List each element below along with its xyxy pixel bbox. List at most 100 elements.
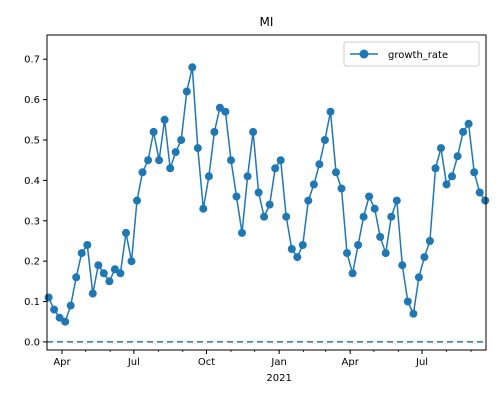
data-point-growth_rate-14 bbox=[122, 228, 130, 237]
data-point-growth_rate-21 bbox=[160, 115, 169, 124]
data-point-growth_rate-52 bbox=[332, 168, 340, 177]
data-point-growth_rate-36 bbox=[243, 172, 252, 181]
x-tick-label-0: Apr bbox=[53, 357, 71, 368]
series-layer bbox=[44, 63, 490, 326]
data-point-growth_rate-67 bbox=[414, 273, 423, 282]
data-point-growth_rate-77 bbox=[470, 168, 479, 177]
data-point-growth_rate-64 bbox=[398, 261, 407, 270]
data-point-growth_rate-76 bbox=[464, 119, 473, 128]
data-point-growth_rate-12 bbox=[110, 265, 119, 274]
legend-label: growth_rate bbox=[388, 50, 448, 61]
data-point-growth_rate-69 bbox=[425, 237, 434, 245]
data-point-growth_rate-78 bbox=[475, 188, 484, 197]
data-point-growth_rate-18 bbox=[144, 156, 153, 165]
data-point-growth_rate-73 bbox=[448, 172, 456, 181]
data-point-growth_rate-53 bbox=[337, 184, 346, 193]
data-point-growth_rate-6 bbox=[77, 249, 86, 258]
data-point-growth_rate-49 bbox=[315, 160, 324, 169]
data-point-growth_rate-63 bbox=[392, 196, 401, 205]
x-tick-label-1: Jul bbox=[127, 357, 140, 368]
data-point-growth_rate-60 bbox=[376, 232, 385, 241]
data-point-growth_rate-51 bbox=[326, 107, 335, 116]
data-point-growth_rate-50 bbox=[320, 136, 329, 144]
data-point-growth_rate-25 bbox=[182, 87, 191, 96]
data-point-growth_rate-27 bbox=[193, 144, 202, 153]
y-axis: 0.0 0.1 0.2 0.3 0.4 0.5 0.6 0.7 bbox=[24, 55, 47, 348]
data-point-growth_rate-19 bbox=[149, 127, 158, 136]
data-point-growth_rate-5 bbox=[72, 273, 81, 282]
data-point-growth_rate-42 bbox=[276, 156, 285, 165]
data-point-growth_rate-79 bbox=[481, 196, 490, 205]
x-tick-label-2: Oct bbox=[198, 357, 215, 368]
data-point-growth_rate-28 bbox=[199, 204, 208, 213]
data-point-growth_rate-16 bbox=[133, 196, 141, 205]
data-point-growth_rate-34 bbox=[232, 192, 241, 201]
data-point-growth_rate-24 bbox=[177, 136, 186, 144]
data-point-growth_rate-7 bbox=[83, 241, 92, 249]
y-tick-label-3: 0.3 bbox=[24, 216, 40, 227]
data-point-growth_rate-58 bbox=[365, 192, 374, 201]
chart-title: MI bbox=[260, 15, 274, 29]
data-point-growth_rate-33 bbox=[227, 156, 235, 165]
x-tick-label-4: Apr bbox=[342, 357, 360, 368]
y-tick-label-5: 0.5 bbox=[24, 136, 40, 147]
data-point-growth_rate-23 bbox=[171, 148, 180, 157]
data-point-growth_rate-13 bbox=[116, 269, 125, 278]
data-point-growth_rate-75 bbox=[459, 127, 468, 136]
data-point-growth_rate-35 bbox=[238, 228, 246, 237]
x-year-label: 2021 bbox=[266, 373, 291, 384]
data-point-growth_rate-38 bbox=[254, 188, 263, 197]
x-tick-label-5: Jul bbox=[415, 357, 428, 368]
data-point-growth_rate-3 bbox=[61, 317, 70, 326]
data-point-growth_rate-39 bbox=[260, 212, 269, 221]
data-point-growth_rate-57 bbox=[359, 212, 368, 221]
data-point-growth_rate-46 bbox=[298, 241, 307, 249]
data-point-growth_rate-32 bbox=[221, 107, 230, 116]
data-point-growth_rate-0 bbox=[44, 293, 53, 302]
y-tick-label-4: 0.4 bbox=[24, 176, 40, 187]
data-point-growth_rate-40 bbox=[265, 200, 274, 209]
data-point-growth_rate-71 bbox=[437, 144, 445, 153]
y-tick-label-7: 0.7 bbox=[24, 55, 40, 66]
data-point-growth_rate-68 bbox=[420, 253, 429, 262]
data-point-growth_rate-37 bbox=[249, 127, 258, 136]
data-point-growth_rate-72 bbox=[442, 180, 451, 189]
data-point-growth_rate-2 bbox=[55, 313, 64, 322]
plot-frame bbox=[46, 34, 487, 351]
legend-marker bbox=[359, 49, 369, 59]
data-point-growth_rate-43 bbox=[282, 212, 291, 221]
x-tick-label-3: Jan bbox=[270, 357, 286, 368]
data-point-growth_rate-48 bbox=[309, 180, 318, 189]
data-point-growth_rate-74 bbox=[453, 152, 462, 161]
data-point-growth_rate-41 bbox=[271, 164, 280, 173]
y-tick-label-0: 0.0 bbox=[24, 337, 40, 348]
data-point-growth_rate-22 bbox=[166, 164, 175, 173]
data-point-growth_rate-54 bbox=[343, 249, 351, 258]
y-tick-label-2: 0.2 bbox=[24, 257, 40, 268]
data-point-growth_rate-62 bbox=[387, 212, 396, 221]
data-point-growth_rate-8 bbox=[88, 289, 97, 298]
data-point-growth_rate-66 bbox=[409, 309, 418, 318]
data-point-growth_rate-20 bbox=[155, 156, 164, 165]
legend-box bbox=[343, 41, 480, 67]
data-point-growth_rate-1 bbox=[50, 305, 59, 314]
data-point-growth_rate-26 bbox=[188, 63, 197, 72]
y-tick-label-1: 0.1 bbox=[24, 297, 40, 308]
y-tick-label-6: 0.6 bbox=[24, 95, 40, 106]
data-point-growth_rate-30 bbox=[210, 127, 219, 136]
data-point-growth_rate-9 bbox=[94, 261, 103, 270]
data-point-growth_rate-56 bbox=[354, 241, 363, 249]
data-point-growth_rate-55 bbox=[348, 269, 357, 278]
data-point-growth_rate-15 bbox=[127, 257, 136, 266]
data-point-growth_rate-17 bbox=[138, 168, 147, 177]
data-point-growth_rate-10 bbox=[99, 269, 108, 278]
data-point-growth_rate-59 bbox=[370, 204, 379, 213]
data-point-growth_rate-70 bbox=[431, 164, 440, 173]
data-point-growth_rate-45 bbox=[293, 253, 302, 262]
legend: growth_rate bbox=[343, 41, 480, 67]
data-point-growth_rate-47 bbox=[304, 196, 313, 205]
data-point-growth_rate-65 bbox=[403, 297, 412, 306]
data-point-growth_rate-4 bbox=[66, 301, 75, 310]
data-point-growth_rate-31 bbox=[215, 103, 224, 112]
